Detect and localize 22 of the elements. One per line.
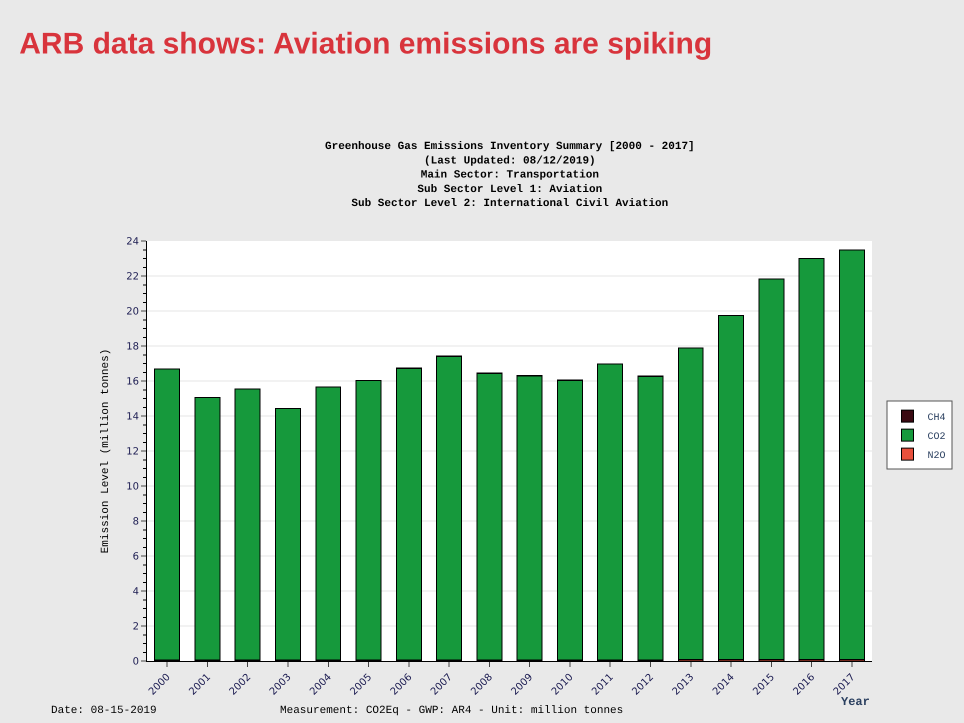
y-tick-label: 16 [126, 376, 139, 388]
y-tick-label: 20 [126, 306, 139, 318]
y-tick-label: 6 [132, 552, 139, 562]
y-tick-label: 22 [126, 272, 139, 282]
text: Measurement: CO2Eq - GWP: AR4 - Unit: million tonnes [280, 705, 624, 717]
text: Date: 08-15-2019 [51, 705, 157, 717]
chart-title: ARB data shows: Aviation emissions are spiking [19, 28, 712, 61]
chart-subtitle: Greenhouse Gas Emissions Inventory Summary [2000 - 2017] (Last Updated: 08/12/2019) Main Sector: Transportation Sub Sector Level 1: Aviation Sub Sector Level 2: International Civil Aviation [325, 141, 695, 210]
y-tick-label: 12 [126, 446, 139, 458]
y-tick-label: 8 [132, 516, 139, 528]
legend-label: CO2 [928, 432, 946, 443]
y-axis-title: Emission Level (million tonnes) [100, 348, 112, 554]
y-tick-label: 14 [126, 412, 139, 422]
y-tick-label: 24 [126, 236, 139, 248]
x-axis-title: Year [841, 695, 870, 709]
y-tick-label: 10 [126, 482, 139, 492]
y-tick-label: 0 [132, 656, 139, 668]
legend-label: N2O [928, 451, 946, 462]
legend-label: CH4 [928, 413, 946, 424]
y-tick-label: 18 [126, 342, 139, 352]
y-tick-label: 2 [132, 622, 139, 632]
y-tick-label: 4 [132, 586, 139, 598]
